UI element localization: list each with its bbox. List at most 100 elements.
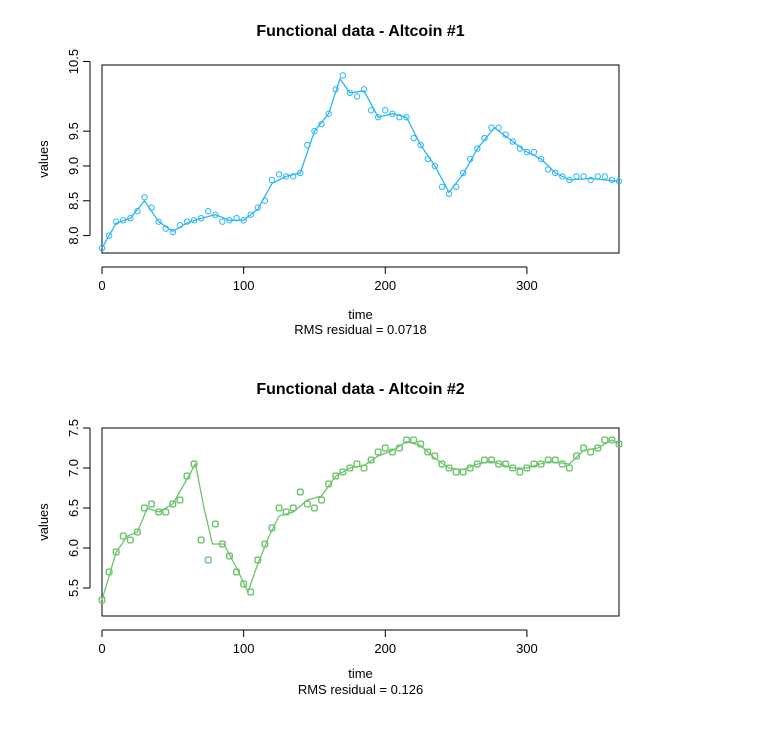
rms-residual-label: RMS residual = 0.126 (298, 682, 423, 697)
data-point (608, 176, 616, 184)
data-point (134, 208, 141, 215)
data-point (594, 444, 602, 452)
data-point (558, 460, 566, 468)
y-tick-label: 10.5 (66, 49, 81, 74)
data-point (197, 214, 205, 222)
data-point (190, 217, 198, 224)
x-tick-label: 300 (516, 278, 538, 293)
data-point (261, 540, 269, 548)
data-point (467, 155, 474, 163)
data-point (580, 444, 588, 452)
y-axis-label: values (36, 503, 51, 541)
y-axis: 5.5 6.0 6.5 7.0 7.5 (66, 419, 91, 597)
y-tick-label: 6.0 (66, 539, 81, 557)
x-tick-label: 0 (98, 278, 105, 293)
y-tick-label: 9.5 (66, 122, 81, 140)
data-point (332, 472, 340, 480)
data-point (162, 225, 169, 232)
fitted-curve (101, 439, 620, 601)
data-point (219, 218, 226, 225)
data-point (205, 208, 212, 215)
data-point (615, 440, 623, 448)
data-point (155, 508, 163, 516)
data-point (615, 178, 623, 185)
data-point (424, 155, 431, 163)
data-point (417, 141, 424, 149)
x-tick-label: 100 (233, 641, 255, 656)
data-point (148, 204, 155, 211)
data-point (438, 183, 446, 191)
data-point (410, 436, 418, 444)
x-tick-label: 200 (374, 641, 396, 656)
data-point (275, 171, 283, 178)
data-point (290, 173, 297, 180)
data-point (530, 148, 538, 156)
x-axis-label: time (348, 307, 373, 322)
data-points (98, 72, 623, 252)
data-point (445, 190, 453, 198)
data-point (530, 460, 538, 468)
data-point (587, 448, 595, 456)
data-point (565, 464, 573, 472)
data-point (140, 504, 148, 512)
plot-frame (101, 64, 620, 254)
data-point (424, 448, 432, 456)
data-point (225, 552, 233, 560)
data-point (502, 131, 509, 138)
data-point (204, 556, 212, 564)
data-point (431, 162, 439, 170)
data-point (112, 548, 120, 556)
data-point (289, 504, 297, 512)
data-point (339, 72, 346, 79)
data-point (226, 217, 233, 224)
data-point (98, 244, 106, 252)
data-point (559, 173, 566, 180)
data-point (353, 460, 361, 468)
data-point (148, 500, 156, 508)
data-point (268, 176, 276, 184)
data-point (488, 124, 495, 131)
data-point (353, 93, 361, 100)
data-point (105, 232, 113, 239)
data-point (211, 520, 219, 528)
data-point (318, 120, 325, 128)
data-point (551, 456, 559, 464)
data-point (431, 452, 439, 460)
data-point (126, 536, 134, 544)
x-axis: 0 100 200 300 (98, 629, 538, 656)
data-point (296, 488, 304, 496)
data-point (360, 464, 368, 472)
data-point (452, 183, 460, 191)
data-point (466, 464, 474, 472)
data-point (297, 169, 304, 177)
data-point (304, 141, 311, 149)
data-point (176, 221, 184, 229)
data-point (367, 456, 375, 464)
data-point (389, 110, 396, 117)
chart-title: Functional data - Altcoin #2 (256, 381, 464, 398)
data-point (374, 448, 382, 456)
data-point (481, 134, 488, 142)
data-point (240, 217, 247, 224)
data-point (133, 528, 141, 536)
data-point (141, 194, 148, 201)
data-point (396, 114, 403, 121)
data-point (382, 107, 389, 114)
data-point (311, 127, 318, 135)
y-tick-label: 9.0 (66, 157, 81, 175)
data-point (169, 228, 177, 236)
y-tick-label: 5.5 (66, 579, 81, 597)
y-tick-label: 6.5 (66, 499, 81, 517)
data-point (127, 214, 134, 222)
data-point (233, 214, 240, 222)
data-point (544, 456, 552, 464)
data-point (105, 568, 113, 576)
data-point (119, 532, 127, 540)
data-point (580, 173, 587, 180)
data-point (445, 464, 453, 472)
data-point (346, 464, 354, 472)
rms-residual-label: RMS residual = 0.0718 (294, 322, 427, 337)
data-point (566, 176, 573, 184)
data-point (459, 468, 467, 476)
data-point (120, 217, 127, 224)
